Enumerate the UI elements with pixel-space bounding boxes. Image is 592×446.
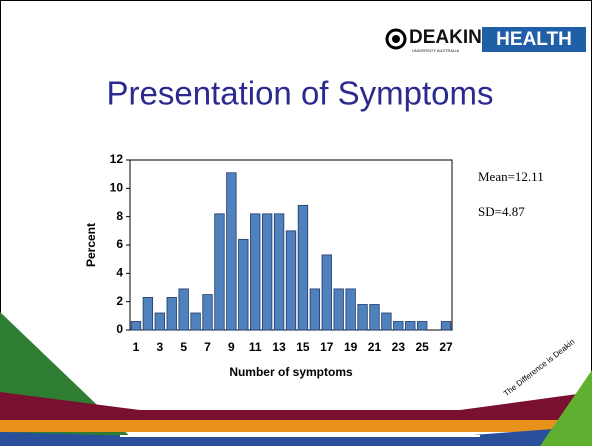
bar [274,214,284,330]
bar [298,205,308,330]
ribbon-orange [0,420,592,432]
x-tick-label: 27 [439,340,453,354]
x-tick-label: 9 [228,340,235,354]
bar [322,255,332,330]
x-tick-label: 13 [272,340,286,354]
logo-sub: UNIVERSITY AUSTRALIA [412,48,459,53]
y-tick-label: 10 [110,181,124,195]
bar [262,214,272,330]
y-tick-label: 2 [116,294,123,308]
bar [417,322,427,331]
x-tick-label: 15 [296,340,310,354]
bar [167,297,177,330]
logo-left: DEAKIN [409,27,482,48]
x-tick-label: 5 [180,340,187,354]
x-tick-label: 7 [204,340,211,354]
y-axis-label: Percent [84,223,98,267]
bar [405,322,415,331]
bar [215,214,225,330]
x-tick-label: 23 [392,340,406,354]
x-tick-label: 1 [133,340,140,354]
page: {"header": {"logo_left": "DEAKIN", "logo… [0,0,592,446]
bar [346,289,356,330]
bar [250,214,260,330]
bar [334,289,344,330]
bar [179,289,189,330]
x-axis-label: Number of symptoms [229,365,353,379]
x-tick-label: 11 [249,340,262,354]
bar [203,295,213,330]
bar [394,322,404,331]
bar [358,305,368,331]
bar [286,231,296,330]
slide-title: Presentation of Symptoms [106,75,493,112]
bar [239,239,249,330]
bar [227,173,237,330]
bar [143,297,153,330]
bar [155,313,165,330]
x-tick-label: 21 [368,340,382,354]
logo-right: HEALTH [496,29,572,50]
bar [441,322,451,331]
bar [310,289,320,330]
bar [370,305,380,331]
y-tick-label: 6 [116,237,123,251]
logo-emblem-core [392,35,400,43]
bar [191,313,201,330]
y-tick-label: 0 [116,322,123,336]
y-tick-label: 12 [110,152,124,166]
x-tick-label: 19 [344,340,358,354]
bar [382,313,392,330]
sd: SD=4.87 [478,204,525,219]
x-tick-label: 17 [320,340,334,354]
y-tick-label: 4 [116,266,123,280]
y-tick-label: 8 [116,209,123,223]
bar [131,322,141,331]
slide: DEAKIN UNIVERSITY AUSTRALIA HEALTH Prese… [0,0,592,446]
mean: Mean=12.11 [478,169,544,184]
x-tick-label: 3 [156,340,163,354]
x-tick-label: 25 [416,340,430,354]
